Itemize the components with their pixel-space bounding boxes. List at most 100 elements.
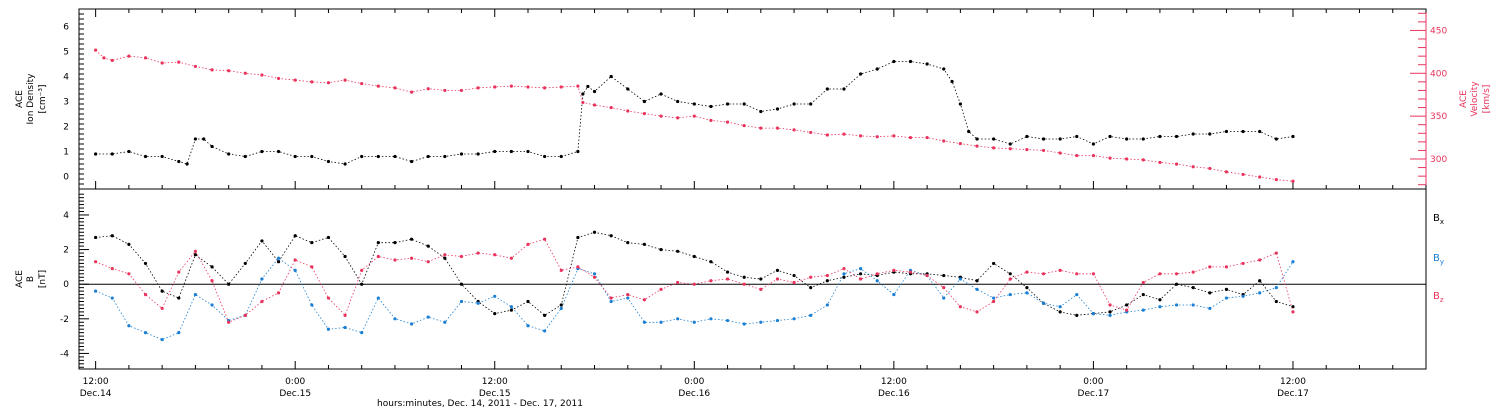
velocity-point: [393, 86, 397, 90]
density-point: [260, 149, 264, 154]
velocity-point: [1041, 148, 1046, 153]
bx-point: [709, 260, 713, 264]
x-tick-time: 12:00: [1280, 377, 1306, 387]
x-tick-date: Dec.16: [878, 389, 910, 399]
density-tick-label: 4: [63, 73, 69, 83]
density-point: [892, 59, 896, 64]
density-point: [692, 102, 696, 106]
density-tick-label: 6: [63, 23, 69, 33]
by-point: [1291, 260, 1295, 264]
legend: Bx By Bz: [1433, 213, 1444, 304]
velocity-axis-ticks: 300 350 400 450: [1410, 9, 1447, 189]
velocity-point: [842, 132, 846, 136]
by-point: [526, 324, 530, 328]
velocity-ylabel-line-1: ACE: [1459, 90, 1469, 108]
by-trace: [95, 257, 1294, 341]
velocity-ylabel-line-3: [km/s]: [1482, 85, 1492, 114]
bx-series: [94, 230, 1295, 317]
bz-point: [626, 292, 630, 297]
bz-point: [1025, 270, 1029, 274]
density-ylabel-line-2: Ion Density: [26, 73, 36, 125]
bz-point: [1141, 280, 1145, 285]
b-tick-label: 2: [63, 246, 69, 256]
velocity-point: [459, 88, 464, 93]
x-tick-time: 12:00: [83, 377, 109, 387]
density-point: [110, 152, 114, 156]
velocity-series: [94, 48, 1295, 183]
velocity-point: [975, 144, 979, 148]
velocity-point: [908, 135, 913, 140]
bz-point: [160, 306, 164, 311]
density-ylabel-line-3: [cm⁻³]: [38, 84, 48, 113]
x-tick-time: 12:00: [881, 377, 907, 387]
bx-point: [526, 299, 530, 304]
velocity-point: [409, 90, 414, 94]
velocity-point: [1208, 166, 1212, 171]
bz-point: [243, 313, 247, 317]
density-point: [393, 154, 397, 159]
density-point: [725, 102, 730, 106]
velocity-point: [1224, 170, 1229, 174]
bz-point: [1158, 272, 1162, 276]
density-point: [576, 149, 580, 154]
b-tick-label: -2: [60, 315, 69, 325]
bz-point: [642, 298, 647, 302]
velocity-point: [892, 134, 896, 138]
density-point: [875, 67, 879, 71]
density-tick-label: 5: [63, 48, 69, 58]
velocity-point: [825, 133, 829, 137]
bz-point: [543, 237, 547, 241]
bx-point: [1191, 286, 1195, 290]
velocity-point: [227, 69, 231, 73]
density-point: [409, 159, 414, 164]
by-point: [393, 317, 397, 321]
density-point: [709, 104, 713, 109]
b-ylabel-line-1: ACE: [15, 270, 25, 288]
density-point: [1174, 134, 1179, 139]
density-point: [1108, 134, 1112, 139]
by-point: [858, 267, 863, 271]
velocity-tick-label: 450: [1430, 26, 1447, 36]
x-tick-labels: 12:00 Dec.14 0:00 Dec.15 12:00 Dec.15 0:00 Dec.…: [80, 377, 1309, 399]
x-tick-time: 0:00: [1083, 377, 1103, 387]
by-point: [143, 331, 148, 335]
top-panel-x-ticks: [95, 9, 1427, 189]
bx-point: [1174, 282, 1179, 286]
velocity-tick-label: 350: [1430, 112, 1447, 122]
bz-point: [709, 279, 713, 283]
bx-point: [1125, 303, 1129, 307]
density-velocity-panel: 0 1 2 3 4 5 6 300 350 400 450 ACE Ion Density [cm…: [15, 8, 1492, 190]
density-point: [127, 149, 131, 154]
density-point: [992, 137, 996, 141]
velocity-point: [775, 126, 780, 130]
velocity-point: [1075, 153, 1079, 158]
velocity-point: [376, 84, 380, 88]
bz-point: [842, 267, 846, 271]
bz-point: [210, 279, 214, 283]
density-point: [243, 154, 247, 159]
velocity-tick-label: 400: [1430, 69, 1447, 79]
density-point: [1224, 129, 1229, 134]
density-tick-label: 2: [63, 123, 69, 133]
density-point: [202, 137, 206, 141]
bottom-panel-x-ticks: [95, 361, 1427, 369]
x-axis-title: hours:minutes, Dec. 14, 2011 - Dec. 17, …: [377, 399, 583, 409]
density-point: [476, 152, 480, 156]
velocity-point: [110, 58, 114, 63]
x-tick-time: 0:00: [684, 377, 704, 387]
by-point: [709, 317, 713, 321]
bx-point: [1208, 291, 1212, 295]
by-point: [443, 320, 447, 324]
density-point: [509, 149, 513, 154]
bz-point: [493, 253, 497, 257]
density-point: [276, 149, 281, 154]
bz-point: [742, 282, 746, 286]
density-point: [426, 154, 430, 159]
bz-series: [94, 237, 1295, 324]
bx-point: [1075, 313, 1079, 317]
bx-point: [409, 237, 414, 241]
bx-point: [759, 277, 763, 281]
bz-point: [1241, 261, 1245, 266]
magnetic-field-panel: -4 -2 0 2 4 ACE B [nT] Bx By Bz: [15, 188, 1444, 370]
